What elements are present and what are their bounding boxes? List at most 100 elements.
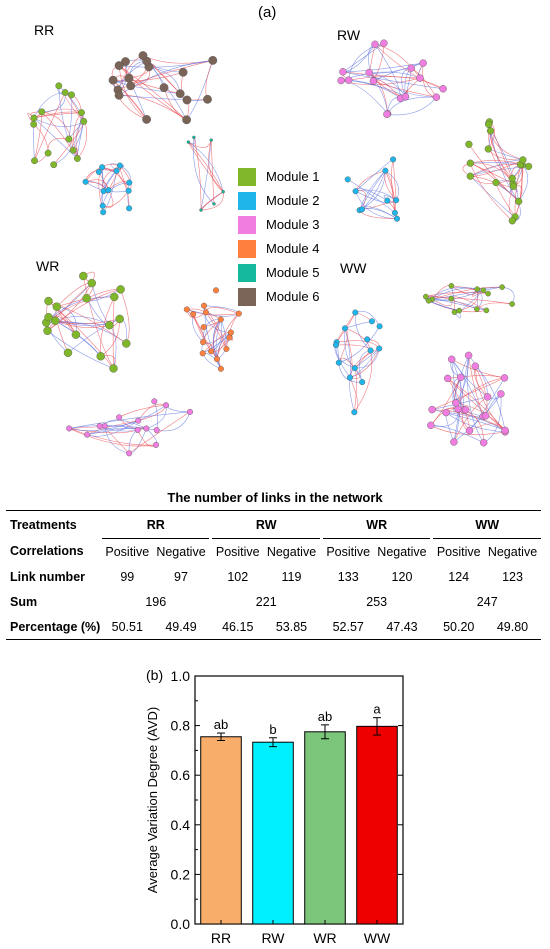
network-node	[192, 135, 196, 140]
network-edge	[475, 365, 506, 431]
network-node	[466, 159, 474, 167]
significance-letter: a	[373, 702, 381, 717]
legend-swatch	[238, 192, 256, 210]
network-node	[474, 286, 481, 292]
network-edge	[387, 96, 437, 114]
network-node	[486, 127, 495, 135]
network-node	[199, 350, 206, 357]
network-label-ww: WW	[340, 260, 367, 276]
network-node	[126, 81, 136, 91]
network-edge	[453, 355, 469, 443]
network-node	[368, 318, 375, 325]
network-node	[110, 292, 119, 302]
y-tick-label: 0.8	[171, 718, 191, 734]
legend-swatch	[238, 288, 256, 306]
network-node	[134, 427, 141, 434]
network-edge	[342, 62, 424, 73]
network-edge	[342, 42, 385, 73]
network-node	[87, 278, 97, 288]
network-node	[153, 427, 160, 434]
network-node	[125, 187, 132, 194]
network-node	[485, 120, 493, 128]
network-node	[480, 287, 487, 294]
network-node	[203, 94, 212, 104]
network-node	[221, 190, 225, 194]
network-cluster	[27, 82, 88, 169]
bar	[252, 741, 294, 925]
network-edge	[432, 409, 506, 431]
network-node	[466, 172, 474, 180]
treatment-header: RW	[212, 510, 320, 539]
network-edge	[100, 296, 115, 357]
avd-bar-chart: (b) 0.0 0.2 0.4 0.6 0.8 1.0 Average Variation D…	[145, 667, 404, 946]
legend-label: Module 1	[266, 169, 320, 184]
legend-swatch	[238, 264, 256, 282]
y-tick-label: 0.0	[171, 916, 191, 932]
network-label-wr: WR	[36, 258, 60, 274]
table-cell: Negative	[487, 544, 538, 559]
network-node	[427, 421, 435, 429]
table-row-correlations: Correlations Positive Negative Positive …	[6, 539, 541, 565]
legend-label: Module 6	[266, 289, 320, 304]
network-node	[450, 438, 458, 446]
network-edge	[112, 80, 147, 120]
network-edge	[468, 355, 484, 417]
network-node	[492, 178, 500, 187]
network-node	[135, 417, 142, 424]
network-edge	[112, 296, 115, 369]
network-node	[138, 51, 148, 60]
network-node	[367, 347, 374, 354]
network-cluster	[427, 351, 509, 447]
network-node	[352, 188, 359, 195]
network-node	[515, 197, 523, 206]
legend-swatch	[238, 216, 256, 234]
network-node	[508, 174, 516, 183]
network-node	[100, 209, 107, 216]
network-node	[38, 108, 46, 116]
network-edge	[432, 286, 503, 300]
network-cluster	[42, 271, 131, 373]
network-node	[159, 83, 169, 93]
network-edge	[193, 137, 215, 205]
network-node	[99, 202, 106, 209]
network-node	[482, 412, 490, 420]
network-edge	[203, 341, 222, 369]
network-edge	[354, 312, 371, 351]
network-node	[442, 408, 450, 417]
network-node	[122, 339, 131, 348]
network-edge	[514, 164, 523, 218]
network-edge	[47, 330, 114, 369]
network-edge	[128, 411, 191, 454]
network-node	[143, 425, 150, 432]
network-edge	[138, 405, 167, 421]
network-node	[352, 309, 359, 316]
significance-letter: ab	[214, 717, 228, 732]
network-edge	[348, 76, 444, 90]
network-edge	[342, 71, 444, 90]
legend-item-module-6: Module 6	[238, 288, 358, 306]
row-header: Percentage (%)	[6, 614, 102, 640]
table-cell: 50.51	[102, 614, 153, 640]
network-edge	[425, 292, 489, 297]
network-node	[500, 374, 509, 382]
network-node	[376, 323, 383, 330]
network-node	[369, 77, 378, 85]
legend-item-module-5: Module 5	[238, 264, 358, 282]
table-title: The number of links in the network	[167, 490, 383, 505]
network-node	[51, 316, 60, 325]
table-cell: 47.43	[373, 614, 431, 640]
network-edge	[200, 140, 212, 211]
network-edge	[203, 305, 240, 314]
network-node	[483, 307, 490, 314]
network-node	[333, 342, 340, 349]
network-node	[121, 57, 130, 66]
network-edge	[83, 275, 114, 369]
y-tick-label: 0.2	[171, 866, 191, 882]
network-node	[65, 135, 73, 143]
network-node	[182, 115, 192, 125]
network-edge	[208, 140, 224, 193]
network-edge	[200, 191, 224, 211]
table-cell: Positive	[326, 544, 371, 559]
table-cell: Positive	[105, 544, 150, 559]
network-node	[202, 309, 209, 316]
